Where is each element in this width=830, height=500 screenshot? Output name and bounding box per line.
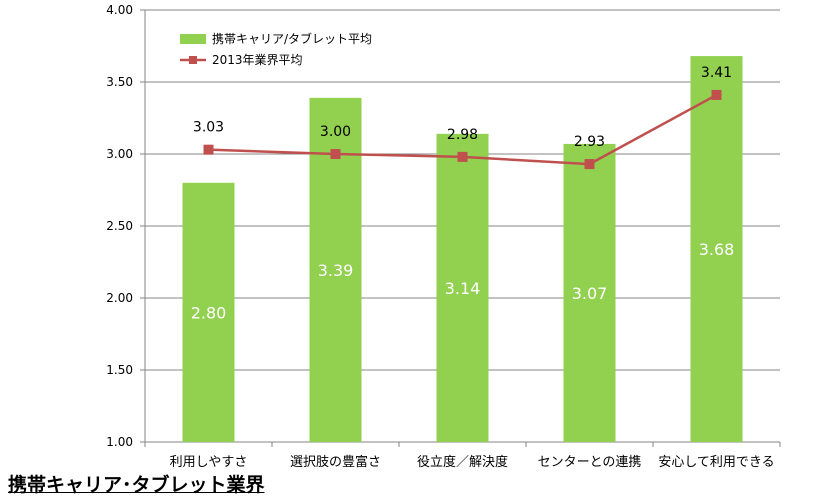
chart: 1.00 1.50 2.00 2.50 3.00 3.50 4.00 2.80 3.39 3.1… (106, 3, 781, 470)
y-tick-label: 1.00 (106, 435, 133, 449)
bar-value-label: 3.07 (572, 284, 608, 303)
y-tick-labels: 1.00 1.50 2.00 2.50 3.00 3.50 4.00 (106, 3, 133, 449)
category-label: センターとの連携 (538, 454, 642, 470)
bar (690, 56, 743, 443)
line-point (711, 89, 722, 100)
y-tick-label: 4.00 (106, 3, 133, 17)
bar (436, 133, 489, 442)
y-tick-label: 3.50 (106, 75, 133, 89)
bar-series: 2.80 3.39 3.14 3.07 3.68 (182, 56, 743, 443)
category-label: 利用しやすさ (170, 455, 248, 470)
line-value-label: 3.00 (320, 124, 351, 140)
legend-label-line: 2013年業界平均 (212, 53, 303, 67)
line-point (330, 149, 341, 159)
y-tick-label: 2.00 (106, 291, 133, 305)
legend-swatch-marker (189, 56, 197, 64)
line-point (457, 151, 468, 162)
x-tick-marks (144, 442, 781, 447)
y-tick-label: 2.50 (106, 219, 133, 233)
line-value-label: 3.03 (193, 120, 224, 136)
line-value-label: 2.93 (574, 134, 605, 150)
bar (182, 182, 235, 443)
line-series: 3.03 3.00 2.98 2.93 3.41 (193, 65, 732, 170)
category-label: 役立度／解決度 (417, 454, 508, 470)
legend: 携帯キャリア/タブレット平均 2013年業界平均 (180, 31, 372, 67)
legend-label-bar: 携帯キャリア/タブレット平均 (212, 31, 372, 46)
bar (563, 143, 616, 443)
category-labels: 利用しやすさ 選択肢の豊富さ 役立度／解決度 センターとの連携 安心して利用できる (170, 454, 775, 470)
caption-title: 携帯キャリア･タブレット業界 (8, 474, 265, 496)
line-value-label: 2.98 (447, 127, 478, 143)
line-point (203, 144, 214, 155)
bar-value-label: 2.80 (191, 303, 227, 322)
category-label: 選択肢の豊富さ (290, 454, 381, 470)
y-tick-label: 1.50 (106, 363, 133, 377)
bar-value-label: 3.39 (318, 261, 354, 280)
y-tick-label: 3.00 (106, 147, 133, 161)
category-label: 安心して利用できる (658, 455, 774, 470)
line-value-label: 3.41 (701, 65, 732, 81)
legend-swatch-bar (180, 34, 206, 44)
line-point (584, 159, 595, 170)
bar-value-label: 3.68 (699, 240, 735, 259)
bar-value-label: 3.14 (445, 279, 481, 298)
